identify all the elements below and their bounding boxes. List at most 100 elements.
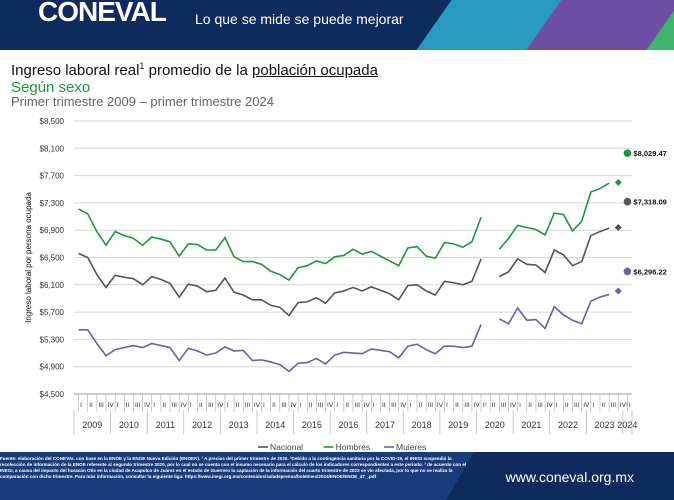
quarter-label: IV bbox=[547, 402, 554, 409]
quarter-label: III bbox=[391, 402, 397, 409]
year-label: 2017 bbox=[375, 420, 395, 430]
quarter-label: IV bbox=[327, 402, 334, 409]
end-point-hombres bbox=[623, 149, 632, 157]
source-note: Fuente: elaboración del CONEVAL con base… bbox=[0, 456, 467, 479]
series-line-hombres bbox=[78, 208, 482, 282]
quarter-label: I bbox=[117, 402, 119, 409]
series-line-nacional bbox=[78, 252, 482, 317]
quarter-label: I bbox=[300, 402, 302, 409]
diamond-marker-hombres bbox=[614, 178, 622, 186]
line-chart: $4,500 $4,900 $5,300 $5,700 $6,100 $6,500 $6,9… bbox=[24, 117, 667, 450]
footer-banner: Fuente: elaboración del CONEVAL con base… bbox=[0, 452, 674, 500]
y-axis-label: Ingreso laboral por persona ocupada bbox=[24, 192, 33, 323]
y-tick-label: $7,300 bbox=[40, 199, 65, 208]
quarter-label: I bbox=[409, 402, 411, 409]
quarter-label: I bbox=[263, 402, 265, 409]
year-label: 2019 bbox=[448, 420, 468, 430]
series-line-hombres-post2020 bbox=[498, 182, 610, 250]
chart-period: Primer trimestre 2009 – primer trimestre… bbox=[11, 94, 274, 109]
year-label: 2013 bbox=[229, 420, 249, 430]
diamond-marker-mujeres bbox=[614, 287, 622, 295]
quarter-label: I bbox=[519, 402, 521, 409]
y-tick-label: $4,500 bbox=[40, 390, 65, 399]
title-mid: promedio de la bbox=[144, 62, 253, 79]
coneval-logo: CONEVAL bbox=[38, 0, 167, 27]
y-tick-label: $6,900 bbox=[40, 226, 65, 235]
y-tick-label: $5,300 bbox=[40, 335, 65, 344]
year-label: 2020 bbox=[485, 420, 505, 430]
quarter-label: IV bbox=[400, 402, 407, 409]
quarter-label: III bbox=[355, 402, 361, 409]
quarter-label: I bbox=[226, 402, 228, 409]
year-label: 2018 bbox=[412, 420, 432, 430]
quarter-label: I² bbox=[483, 402, 488, 409]
y-tick-label: $8,500 bbox=[40, 117, 65, 126]
quarter-label: II bbox=[126, 402, 130, 409]
header-banner: CONEVAL Lo que se mide se puede mejorar bbox=[0, 0, 674, 50]
diamond-marker-nacional bbox=[614, 223, 622, 231]
quarter-label: IV bbox=[473, 402, 480, 409]
chart-title: Ingreso laboral real1 promedio de la pob… bbox=[11, 61, 378, 79]
quarter-label: III bbox=[172, 402, 178, 409]
year-label: 2023 bbox=[595, 420, 615, 430]
end-value-label-hombres: $8,029.47 bbox=[633, 149, 666, 158]
quarter-label: I bbox=[373, 402, 375, 409]
quarter-label: II bbox=[601, 402, 605, 409]
quarter-label: II bbox=[272, 402, 276, 409]
title-superscript: 1 bbox=[139, 61, 145, 71]
quarter-label: II bbox=[236, 402, 240, 409]
quarter-label: III bbox=[318, 402, 324, 409]
year-label: 2012 bbox=[192, 420, 212, 430]
end-point-mujeres bbox=[623, 267, 632, 276]
quarter-label: III bbox=[501, 402, 507, 409]
quarter-label: II bbox=[89, 402, 93, 409]
year-label: 2022 bbox=[558, 420, 578, 430]
quarter-label: I bbox=[80, 402, 82, 409]
quarter-label: I bbox=[336, 402, 338, 409]
y-tick-label: $7,700 bbox=[40, 172, 65, 181]
quarter-label: II bbox=[419, 402, 423, 409]
title-main: Ingreso laboral real bbox=[11, 62, 140, 79]
quarter-label: IV bbox=[364, 402, 371, 409]
y-tick-label: $8,100 bbox=[40, 144, 65, 153]
title-underlined: población ocupada bbox=[252, 62, 378, 79]
quarter-label: I bbox=[629, 402, 631, 409]
quarter-label: IV bbox=[181, 402, 188, 409]
website-link[interactable]: www.coneval.org.mx bbox=[505, 469, 634, 485]
header-tagline: Lo que se mide se puede mejorar bbox=[195, 11, 404, 27]
quarter-label: I bbox=[153, 402, 155, 409]
quarter-label: III bbox=[281, 402, 287, 409]
year-label: 2016 bbox=[338, 420, 358, 430]
year-label: 2021 bbox=[521, 420, 541, 430]
quarter-label: III bbox=[135, 402, 141, 409]
quarter-label: III bbox=[537, 402, 543, 409]
quarter-label: II bbox=[565, 402, 569, 409]
chart-subtitle: Según sexo bbox=[11, 79, 91, 96]
quarter-label: II bbox=[382, 402, 386, 409]
quarter-label: II bbox=[162, 402, 166, 409]
quarter-label: I bbox=[592, 402, 594, 409]
year-label: 2010 bbox=[119, 420, 139, 430]
quarter-label: IV bbox=[437, 402, 444, 409]
quarter-label: IV bbox=[108, 402, 115, 409]
end-point-nacional bbox=[623, 197, 632, 206]
end-value-label-mujeres: $6,296.22 bbox=[633, 267, 666, 276]
quarter-label: III bbox=[428, 402, 434, 409]
legend-label-hombres: Hombres bbox=[336, 442, 370, 450]
quarter-label: IV bbox=[254, 402, 261, 409]
series-line-mujeres-post2020 bbox=[498, 293, 610, 330]
year-label: 2024 bbox=[617, 420, 637, 430]
year-label: 2015 bbox=[302, 420, 322, 430]
y-tick-label: $6,500 bbox=[40, 254, 65, 263]
year-label: 2014 bbox=[265, 420, 285, 430]
quarter-label: III bbox=[574, 402, 580, 409]
quarter-label: III bbox=[611, 402, 617, 409]
y-tick-label: $5,700 bbox=[40, 308, 65, 317]
quarter-label: I bbox=[190, 402, 192, 409]
y-tick-label: $4,900 bbox=[40, 363, 65, 372]
year-label: 2009 bbox=[82, 420, 102, 430]
quarter-label: IV bbox=[217, 402, 224, 409]
quarter-label: IV bbox=[510, 402, 517, 409]
quarter-label: II bbox=[199, 402, 203, 409]
quarter-label: IV bbox=[290, 402, 297, 409]
